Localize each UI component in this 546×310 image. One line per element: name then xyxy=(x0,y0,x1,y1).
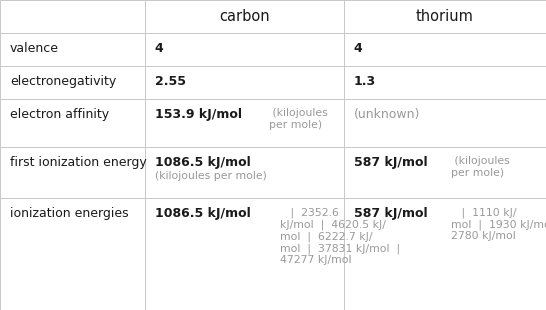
Text: |  1110 kJ/
mol  |  1930 kJ/mol  |
2780 kJ/mol: | 1110 kJ/ mol | 1930 kJ/mol | 2780 kJ/m… xyxy=(451,207,546,241)
Text: electronegativity: electronegativity xyxy=(10,75,116,88)
Text: 587 kJ/mol: 587 kJ/mol xyxy=(354,156,428,169)
Text: ionization energies: ionization energies xyxy=(10,207,128,220)
Bar xyxy=(145,66,344,99)
Bar xyxy=(0,147,145,198)
Bar xyxy=(0,33,145,66)
Text: 4: 4 xyxy=(155,42,163,55)
Bar xyxy=(145,198,344,310)
Text: 1086.5 kJ/mol: 1086.5 kJ/mol xyxy=(155,156,250,169)
Text: first ionization energy: first ionization energy xyxy=(10,156,146,169)
Text: valence: valence xyxy=(10,42,59,55)
Text: (kilojoules per mole): (kilojoules per mole) xyxy=(155,171,266,181)
Bar xyxy=(145,147,344,198)
Bar xyxy=(145,0,344,33)
Text: 2.55: 2.55 xyxy=(155,75,186,88)
Text: carbon: carbon xyxy=(219,9,270,24)
Bar xyxy=(0,198,145,310)
Bar xyxy=(344,147,546,198)
Bar xyxy=(344,66,546,99)
Text: (unknown): (unknown) xyxy=(354,108,420,121)
Text: 1.3: 1.3 xyxy=(354,75,376,88)
Text: (kilojoules
per mole): (kilojoules per mole) xyxy=(451,156,509,178)
Text: 4: 4 xyxy=(354,42,363,55)
Bar xyxy=(145,33,344,66)
Bar xyxy=(344,99,546,147)
Bar xyxy=(0,66,145,99)
Text: 1086.5 kJ/mol: 1086.5 kJ/mol xyxy=(155,207,250,220)
Text: electron affinity: electron affinity xyxy=(10,108,109,121)
Text: 153.9 kJ/mol: 153.9 kJ/mol xyxy=(155,108,241,121)
Bar xyxy=(344,198,546,310)
Text: (kilojoules
per mole): (kilojoules per mole) xyxy=(269,108,328,130)
Text: 587 kJ/mol: 587 kJ/mol xyxy=(354,207,428,220)
Text: |  2352.6
kJ/mol  |  4620.5 kJ/
mol  |  6222.7 kJ/
mol  |  37831 kJ/mol  |
47277: | 2352.6 kJ/mol | 4620.5 kJ/ mol | 6222.… xyxy=(280,207,400,265)
Bar xyxy=(0,99,145,147)
Bar xyxy=(0,0,145,33)
Text: thorium: thorium xyxy=(416,9,474,24)
Bar xyxy=(344,0,546,33)
Bar xyxy=(145,99,344,147)
Bar xyxy=(344,33,546,66)
